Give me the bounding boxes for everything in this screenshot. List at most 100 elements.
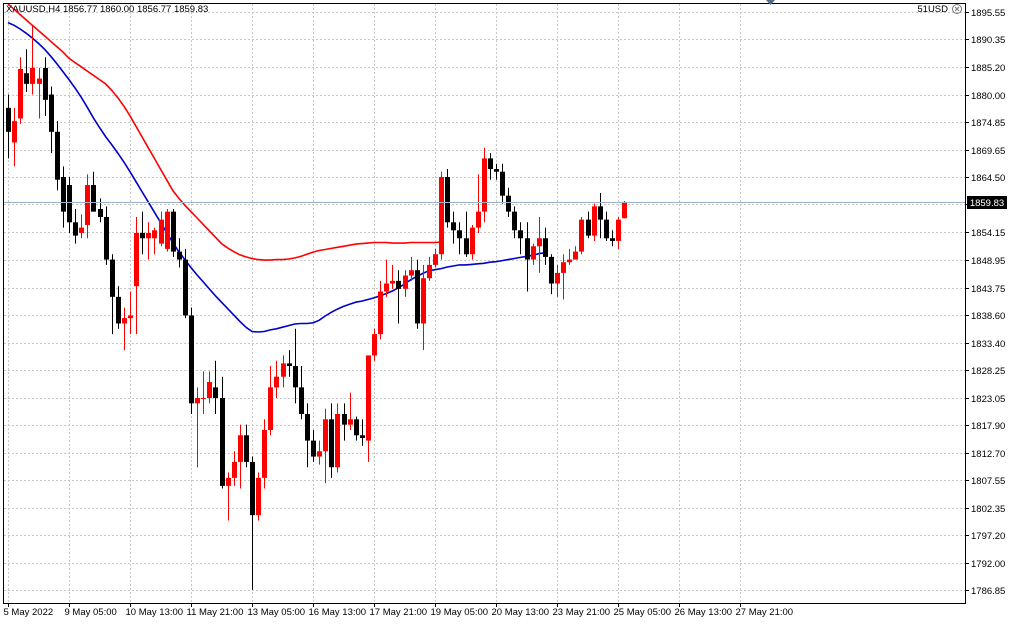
expert-label: 51USD — [917, 4, 948, 15]
candle-body — [311, 440, 316, 457]
candle-body — [403, 275, 408, 289]
candle — [512, 206, 517, 239]
candle — [592, 203, 597, 241]
candle-body — [366, 355, 371, 441]
x-tick-label: 23 May 21:00 — [553, 607, 611, 618]
candle-body — [470, 227, 475, 255]
candle-body — [73, 222, 78, 236]
candle-body — [299, 387, 304, 414]
candle-body — [512, 211, 517, 231]
y-tick-label: 1807.55 — [971, 476, 1005, 487]
candle — [226, 472, 231, 521]
y-tick-label: 1802.35 — [971, 504, 1005, 515]
candle-body — [55, 131, 60, 180]
candle — [409, 256, 414, 281]
candle-body — [238, 435, 243, 462]
candle — [354, 416, 359, 441]
price-axis[interactable]: 1895.55 1890.35 1885.20 1880.00 1874.85 1869.… — [965, 8, 1005, 597]
candle — [30, 25, 35, 95]
candle-body — [281, 363, 286, 377]
candle — [207, 371, 212, 404]
candle — [476, 174, 481, 233]
candle-body — [207, 382, 212, 399]
candle-body — [396, 280, 401, 289]
candle — [598, 193, 603, 239]
candle-body — [415, 270, 420, 324]
x-tick-label: 20 May 13:00 — [492, 607, 550, 618]
candle-body — [409, 270, 414, 276]
candle-body — [49, 94, 54, 132]
candle-body — [390, 280, 395, 284]
candle-body — [525, 238, 530, 260]
x-tick-label: 27 May 21:00 — [736, 607, 794, 618]
candle-body — [189, 315, 194, 404]
candle-body — [268, 387, 273, 430]
y-tick-label: 1874.85 — [971, 118, 1005, 129]
candle-body — [488, 158, 493, 170]
candle-body — [579, 219, 584, 252]
candle — [213, 360, 218, 414]
candle — [177, 238, 182, 268]
candle-body — [85, 185, 90, 225]
candle — [384, 259, 389, 297]
candle-body — [543, 238, 548, 257]
candle — [549, 254, 554, 295]
candle-body — [342, 413, 347, 425]
candle-body — [573, 251, 578, 260]
candle — [128, 291, 133, 335]
candle — [378, 280, 383, 340]
candle-body — [256, 477, 261, 516]
candle-body — [104, 216, 109, 260]
candle-body — [244, 435, 249, 462]
candle-body — [335, 413, 340, 468]
candle-body — [122, 318, 127, 324]
y-tick-label: 1792.00 — [971, 559, 1005, 570]
candle — [518, 222, 523, 255]
candle — [37, 67, 42, 119]
candle — [49, 86, 54, 154]
candle-body — [622, 201, 627, 219]
candle — [531, 243, 536, 265]
candle — [256, 472, 261, 521]
close-icon[interactable] — [952, 4, 962, 14]
candle-body — [549, 256, 554, 284]
candle-body — [18, 68, 23, 119]
y-tick-label: 1838.60 — [971, 311, 1005, 322]
candle — [567, 248, 572, 265]
candle — [421, 264, 426, 351]
candle-body — [500, 171, 505, 196]
candle-body — [152, 230, 157, 239]
candle-body — [165, 211, 170, 249]
candle-body — [220, 398, 225, 486]
svg-text:1859.83: 1859.83 — [970, 198, 1004, 209]
candle — [79, 214, 84, 239]
candle-body — [79, 227, 84, 233]
y-tick-label: 1885.20 — [971, 63, 1005, 74]
shift-marker-icon[interactable] — [766, 0, 775, 5]
candle-body — [12, 121, 17, 143]
candle-body — [116, 296, 121, 324]
candle — [604, 211, 609, 241]
candle-body — [586, 219, 591, 236]
time-axis[interactable]: 5 May 2022 9 May 05:00 10 May 13:00 11 May … — [4, 603, 794, 618]
candle-body — [610, 238, 615, 241]
candle-body — [604, 219, 609, 239]
candle-body — [506, 195, 511, 212]
candle — [12, 107, 17, 167]
candle-body — [30, 67, 35, 84]
plot-frame — [3, 3, 966, 604]
candle-body — [329, 419, 334, 468]
y-tick-label: 1786.85 — [971, 586, 1005, 597]
candle — [24, 49, 29, 92]
candle — [579, 216, 584, 255]
candle — [281, 355, 286, 388]
candle-body — [445, 177, 450, 223]
candle-body — [134, 232, 139, 287]
candle — [366, 355, 371, 462]
x-tick-label: 9 May 05:00 — [65, 607, 117, 618]
candle-body — [24, 73, 29, 84]
candle — [238, 424, 243, 489]
